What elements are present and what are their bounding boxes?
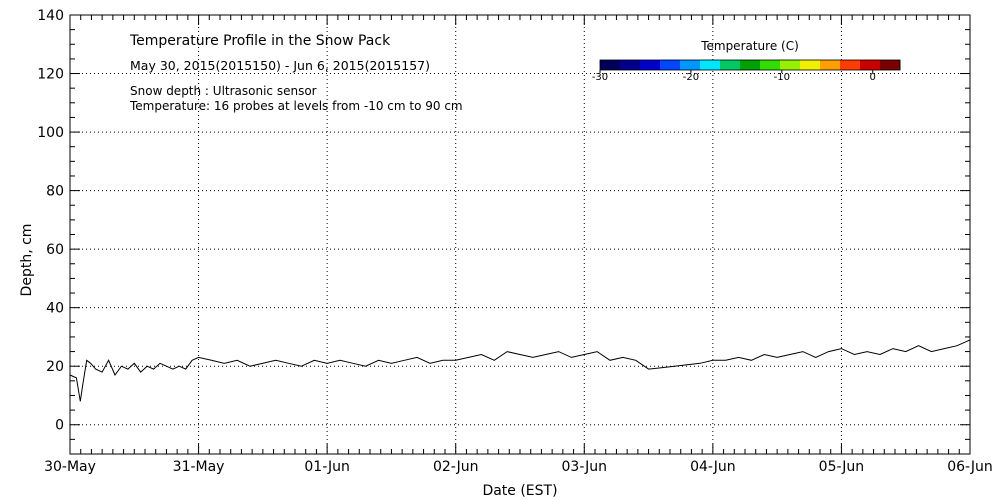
annotation-snow-depth: Snow depth : Ultrasonic sensor bbox=[130, 84, 317, 98]
colorbar-frame bbox=[599, 59, 901, 71]
annotation-temperature: Temperature: 16 probes at levels from -1… bbox=[129, 99, 463, 113]
x-tick-label: 04-Jun bbox=[690, 459, 736, 475]
x-tick-label: 30-May bbox=[44, 459, 96, 475]
colorbar-cell bbox=[860, 60, 881, 70]
x-tick-label: 05-Jun bbox=[819, 459, 865, 475]
y-axis-ticks: 0 20 40 60 80 100 120 140 bbox=[37, 8, 970, 434]
y-tick-label: 60 bbox=[46, 242, 64, 258]
minor-ticks bbox=[70, 15, 970, 455]
colorbar-cell bbox=[600, 60, 621, 70]
x-tick-label: 03-Jun bbox=[562, 459, 608, 475]
x-tick-label: 01-Jun bbox=[304, 459, 350, 475]
colorbar-cell bbox=[620, 60, 641, 70]
y-tick-label: 100 bbox=[37, 125, 64, 141]
colorbar-cell bbox=[880, 60, 901, 70]
colorbar-cell bbox=[820, 60, 841, 70]
x-tick-label: 06-Jun bbox=[947, 459, 993, 475]
y-tick-label: 120 bbox=[37, 67, 64, 83]
x-tick-label: 31-May bbox=[173, 459, 225, 475]
colorbar-cell bbox=[640, 60, 661, 70]
colorbar-cell bbox=[680, 60, 701, 70]
chart-subtitle: May 30, 2015(2015150) - Jun 6, 2015(2015… bbox=[130, 58, 430, 73]
y-tick-label: 80 bbox=[46, 184, 64, 200]
colorbar-tick-label: -10 bbox=[774, 72, 790, 83]
colorbar-cell bbox=[780, 60, 801, 70]
colorbar-cell bbox=[800, 60, 821, 70]
colorbar-cell bbox=[700, 60, 721, 70]
y-tick-label: 40 bbox=[46, 301, 64, 317]
temperature-colorbar: Temperature (C) -30 -20 -10 0 bbox=[592, 39, 901, 83]
colorbar-title: Temperature (C) bbox=[700, 39, 799, 53]
colorbar-tick-label: -30 bbox=[592, 72, 608, 83]
x-tick-label: 02-Jun bbox=[433, 459, 479, 475]
colorbar-tick-label: 0 bbox=[870, 72, 876, 83]
y-axis-label: Depth, cm bbox=[19, 224, 35, 297]
x-axis-ticks: 30-May 31-May 01-Jun 02-Jun 03-Jun 04-Jun 05-J… bbox=[44, 15, 993, 475]
colorbar-cell bbox=[740, 60, 761, 70]
y-tick-label: 20 bbox=[46, 359, 64, 375]
x-axis-label: Date (EST) bbox=[482, 483, 557, 499]
colorbar-cell bbox=[660, 60, 681, 70]
grid-lines bbox=[70, 15, 970, 454]
series-layer bbox=[69, 339, 971, 402]
colorbar-tick-label: -20 bbox=[683, 72, 699, 83]
plot-frame bbox=[69, 14, 971, 455]
colorbar-cell bbox=[720, 60, 741, 70]
y-tick-label: 140 bbox=[37, 8, 64, 24]
y-tick-label: 0 bbox=[55, 418, 64, 434]
chart-title: Temperature Profile in the Snow Pack bbox=[129, 33, 391, 49]
series-line-snow-depth bbox=[69, 339, 971, 402]
colorbar-cell bbox=[840, 60, 861, 70]
colorbar-cell bbox=[760, 60, 781, 70]
